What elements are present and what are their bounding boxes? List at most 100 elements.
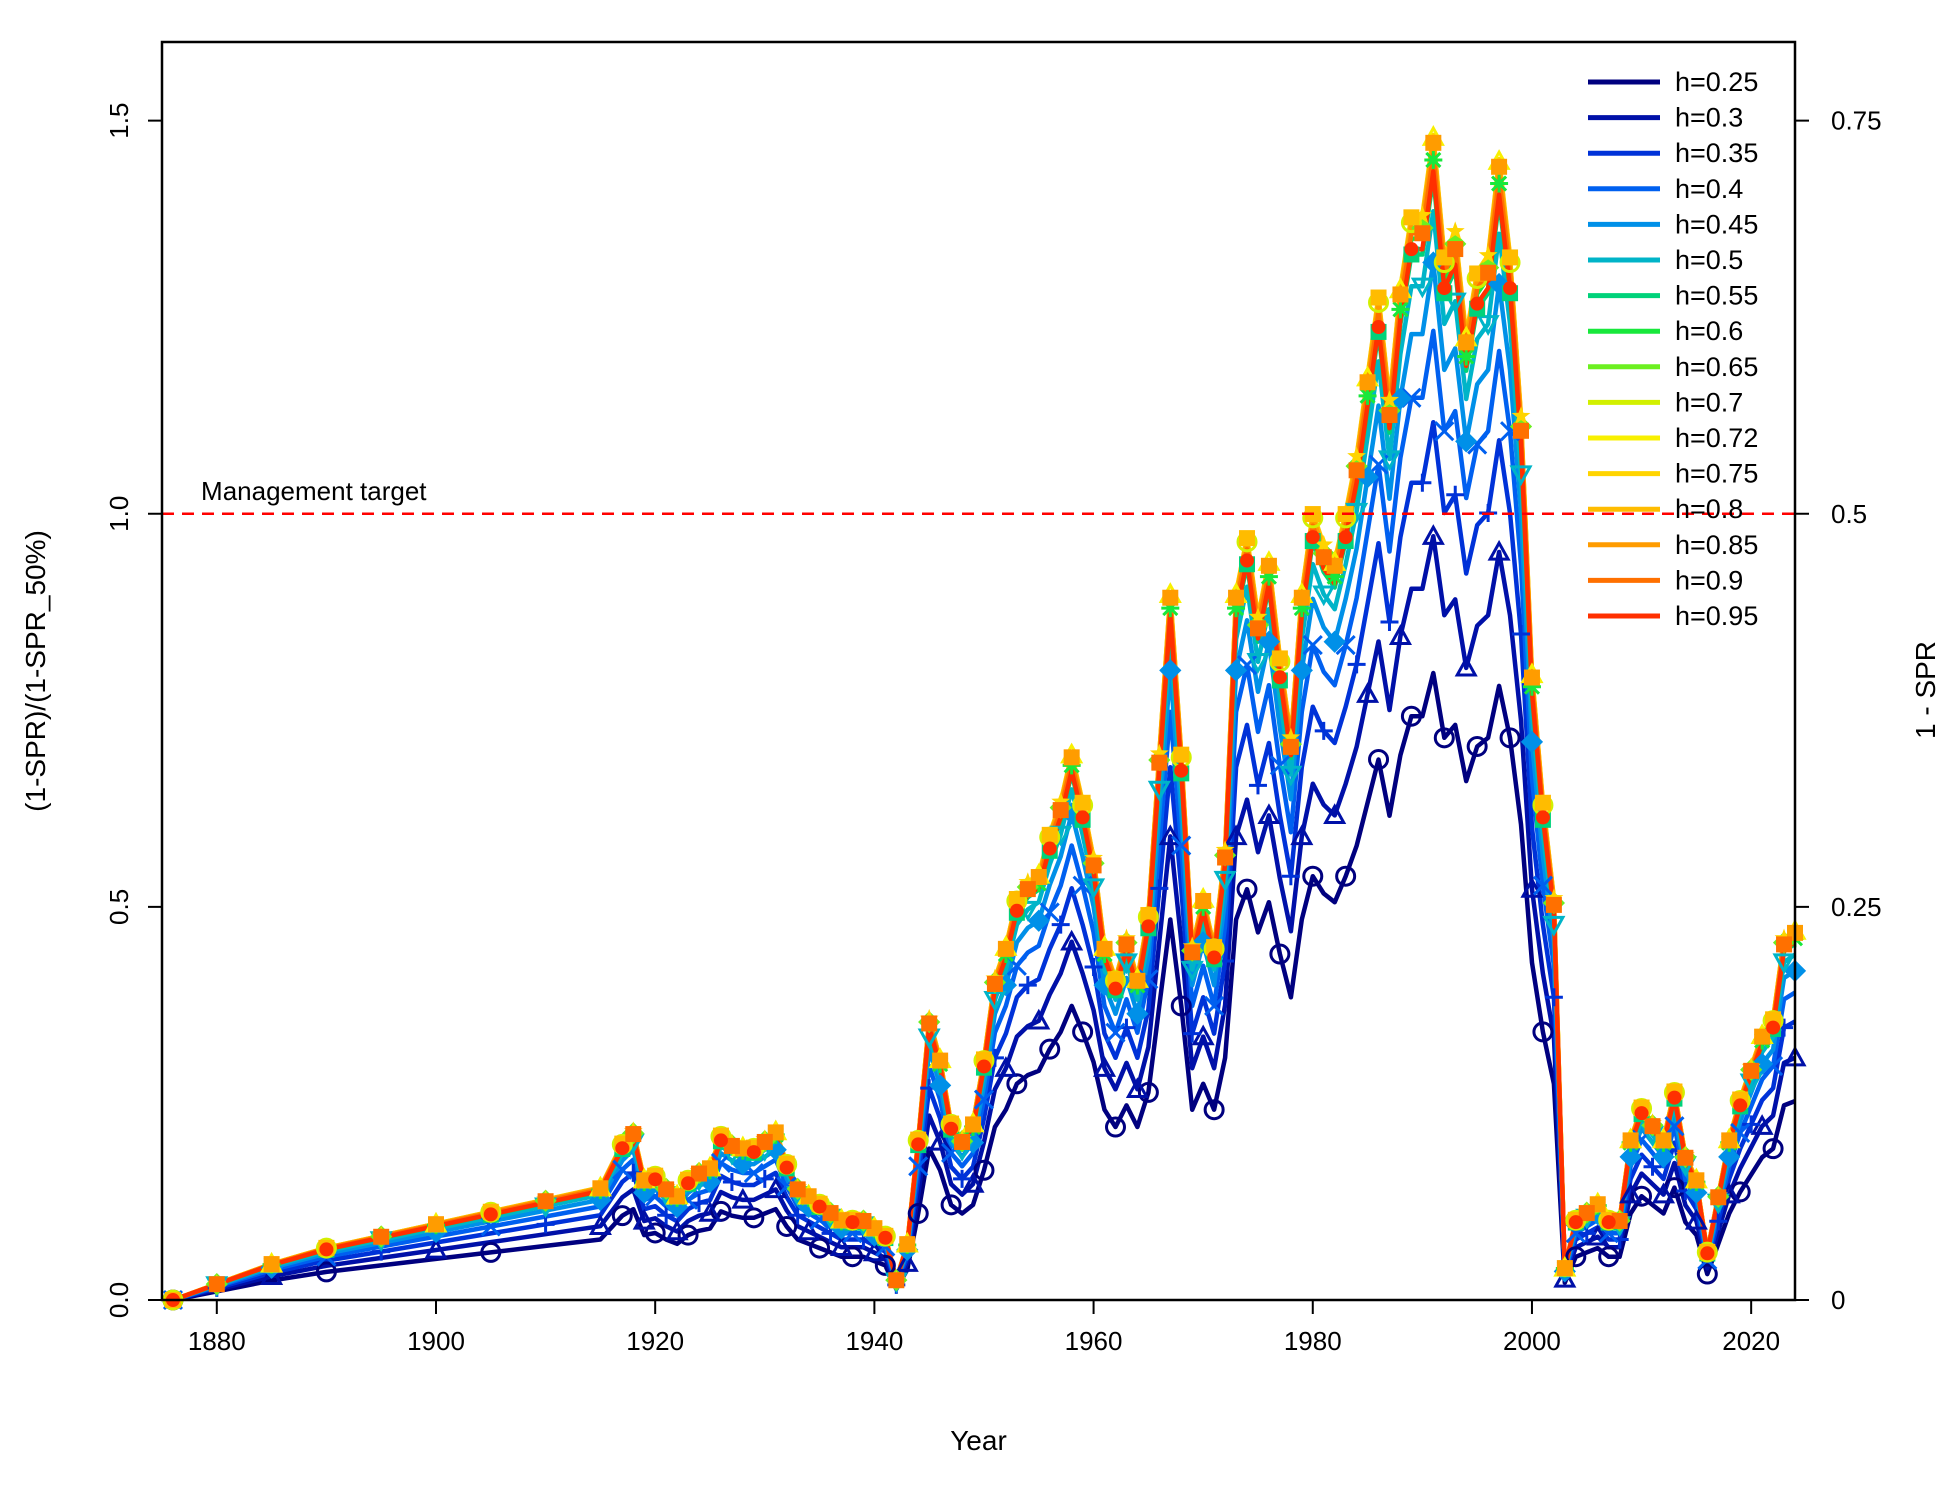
data-point: [1696, 1241, 1718, 1263]
data-point: [424, 1237, 448, 1259]
data-point: [480, 1241, 502, 1263]
data-point: [1314, 721, 1333, 740]
data-point: [1239, 530, 1256, 547]
data-point: [1356, 682, 1380, 703]
data-point: [1206, 939, 1223, 956]
data-point: [1282, 738, 1299, 755]
data-point: [1400, 705, 1422, 727]
data-point: [1490, 174, 1509, 193]
data-point: [812, 1199, 827, 1214]
data-point: [1224, 659, 1248, 682]
legend-label: h=0.4: [1675, 174, 1743, 204]
data-point: [1631, 1185, 1653, 1207]
data-point: [829, 1235, 854, 1257]
data-point: [779, 1160, 794, 1175]
data-point: [1359, 374, 1376, 391]
data-point: [764, 1177, 788, 1199]
data-point: [1302, 634, 1323, 656]
data-point: [1503, 281, 1518, 296]
data-point: [648, 1172, 663, 1187]
data-point: [723, 1137, 740, 1154]
x-tick-label: 2000: [1503, 1326, 1561, 1356]
data-point: [1204, 995, 1225, 1017]
data-point: [1051, 791, 1071, 810]
data-point: [1710, 1189, 1727, 1206]
series-line: [172, 533, 1796, 1303]
legend-label: h=0.3: [1675, 103, 1743, 133]
data-point: [1454, 655, 1478, 677]
data-point: [1062, 756, 1081, 775]
data-point: [1578, 1205, 1595, 1222]
data-point: [976, 1059, 991, 1074]
data-point: [1696, 1263, 1718, 1285]
x-tick-label: 1980: [1284, 1326, 1342, 1356]
data-point: [878, 1230, 893, 1245]
data-point: [1246, 653, 1270, 674]
data-point: [1060, 929, 1084, 951]
data-point: [1651, 1182, 1676, 1204]
data-point: [953, 1169, 972, 1188]
legend-label: h=0.6: [1675, 316, 1743, 346]
data-point: [1684, 1208, 1708, 1230]
data-point: [845, 1215, 860, 1230]
data-point: [1502, 249, 1519, 266]
data-point: [1762, 1138, 1784, 1160]
data-point: [1030, 869, 1047, 886]
legend-label: h=0.72: [1675, 423, 1758, 453]
data-point: [1655, 1132, 1672, 1149]
data-point: [632, 1208, 656, 1230]
data-point: [929, 1074, 952, 1097]
data-point: [1545, 896, 1562, 913]
data-point: [1191, 1024, 1215, 1046]
data-point: [1105, 1022, 1126, 1043]
data-point: [1478, 245, 1498, 264]
data-point: [1159, 659, 1182, 682]
data-point: [1018, 976, 1037, 995]
data-point: [1027, 1008, 1051, 1030]
data-point: [1074, 794, 1091, 811]
data-point: [1052, 802, 1069, 819]
data-point: [1141, 919, 1156, 934]
data-point: [681, 1176, 696, 1191]
data-point: [1257, 630, 1281, 653]
x-axis: 1880 1900 1920 1940 1960 1980 2000 2020: [188, 1300, 1780, 1356]
data-point: [1410, 277, 1434, 299]
data-point: [1348, 462, 1365, 479]
data-point: [1203, 1099, 1225, 1121]
plot-markers: [162, 125, 1807, 1311]
data-point: [260, 1264, 284, 1285]
data-point: [1447, 241, 1464, 258]
data-point: [1323, 803, 1347, 825]
data-point: [1480, 264, 1497, 281]
data-point: [1039, 1038, 1061, 1060]
data-point: [1162, 589, 1179, 606]
data-point: [1271, 650, 1288, 667]
data-point: [1733, 1098, 1748, 1113]
data-point: [1347, 446, 1366, 465]
data-point: [1664, 1116, 1685, 1137]
data-point: [1302, 865, 1324, 887]
data-point: [1195, 892, 1212, 909]
data-point: [644, 1222, 666, 1244]
data-point: [636, 1172, 653, 1189]
data-point: [1532, 875, 1553, 896]
data-point: [1072, 1021, 1094, 1043]
x-tick-label: 2020: [1722, 1326, 1780, 1356]
legend-label: h=0.8: [1675, 494, 1743, 524]
data-point: [1742, 1115, 1761, 1134]
data-point: [954, 1133, 971, 1150]
data-point: [1269, 943, 1291, 965]
data-point: [1171, 835, 1192, 856]
data-point: [1391, 300, 1410, 319]
data-point: [1511, 406, 1531, 425]
data-point: [263, 1256, 280, 1273]
data-point: [1413, 473, 1432, 492]
data-point: [1290, 824, 1314, 846]
data-point: [822, 1205, 839, 1222]
data-point: [1347, 655, 1366, 674]
data-point: [1392, 286, 1409, 303]
data-point: [1051, 915, 1070, 934]
data-point: [1455, 430, 1478, 453]
data-point: [1446, 485, 1465, 504]
data-point: [1776, 936, 1793, 953]
